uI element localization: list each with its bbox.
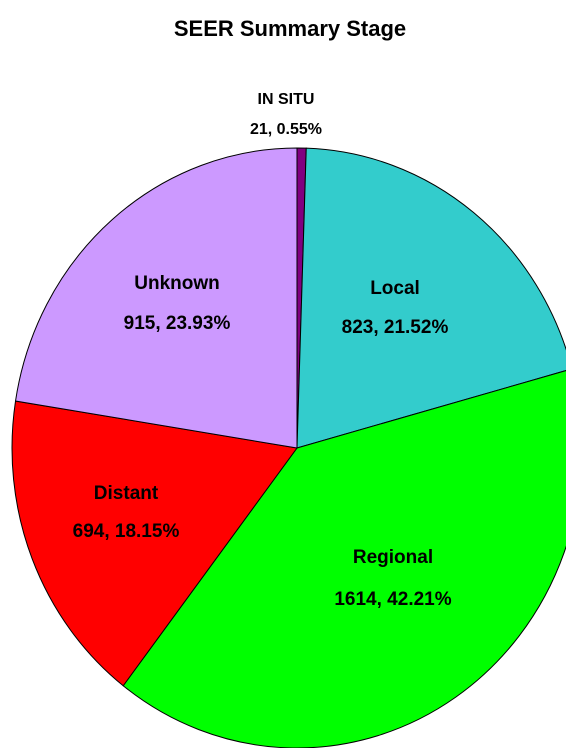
chart-title: SEER Summary Stage bbox=[174, 16, 406, 41]
slice-label: Distant bbox=[94, 483, 159, 504]
pie-slice bbox=[14, 147, 298, 449]
slice-value-label: 915, 23.93% bbox=[124, 313, 231, 334]
pie-slice bbox=[122, 370, 566, 748]
slice-label: Unknown bbox=[134, 273, 220, 294]
slice-label: IN SITU bbox=[258, 91, 315, 108]
slice-label: Regional bbox=[353, 547, 433, 568]
slice-label: Local bbox=[370, 278, 420, 299]
slice-value-label: 694, 18.15% bbox=[73, 521, 180, 542]
slice-value-label: 21, 0.55% bbox=[250, 121, 322, 138]
slice-value-label: 1614, 42.21% bbox=[334, 589, 451, 610]
slice-value-label: 823, 21.52% bbox=[342, 317, 449, 338]
pie-slice bbox=[11, 400, 298, 687]
pie-slice bbox=[296, 147, 566, 449]
